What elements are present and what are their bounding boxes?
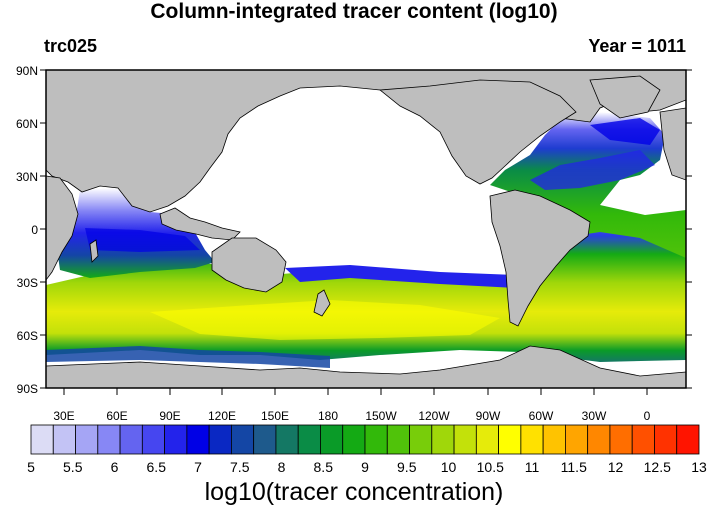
colorbar-box [75, 424, 99, 455]
north-america-land [378, 79, 577, 185]
colorbar-box [409, 424, 433, 455]
colorbar-box [30, 424, 54, 455]
colorbar-tick-label: 7.5 [230, 459, 250, 475]
antarctic-coastal-band [46, 346, 330, 368]
lat-labels: 90N 60N 30N 0 30S 60S 90S [16, 64, 38, 396]
lat-label: 60N [16, 117, 38, 131]
colorbar-title: log10(tracer concentration) [204, 478, 504, 506]
lon-label: 0 [644, 409, 651, 423]
colorbar-box [676, 424, 700, 455]
colorbar-tick-label: 6 [111, 459, 119, 475]
colorbar-labels: 5 5.5 6 6.5 7 7.5 8 8.5 9 9.5 10 10.5 11 11.5 12 12.5 13 [27, 459, 707, 475]
lon-labels: 30E 60E 90E 120E 150E 180 150W 120W 90W … [53, 409, 650, 423]
colorbar-box [475, 424, 500, 455]
lon-label: 60W [529, 409, 554, 423]
map-panel [46, 70, 686, 388]
lat-label: 90N [16, 64, 38, 78]
new-zealand-land [313, 289, 331, 317]
colorbar-tick-label: 6.5 [147, 459, 167, 475]
map-title: Column-integrated tracer content (log10) [150, 0, 558, 23]
lat-ticks [40, 69, 692, 389]
lon-ticks [63, 388, 648, 395]
southern-ocean-yellow-core [150, 300, 500, 340]
australia-land [211, 237, 287, 293]
africa-land [46, 175, 79, 281]
colorbar-box [119, 424, 143, 455]
maritime-continent-land [159, 207, 241, 241]
europe-land [659, 107, 686, 181]
lon-label: 120E [208, 409, 236, 423]
indian-ocean-deep-blue [85, 228, 200, 252]
colorbar-tick-label: 12 [608, 459, 624, 475]
year-label: Year = 1011 [588, 36, 686, 56]
lat-label: 30S [17, 276, 38, 290]
lon-label: 30E [53, 409, 74, 423]
colorbar-tick-label: 8.5 [314, 459, 334, 475]
colorbar-tick-label: 5.5 [63, 459, 83, 475]
colorbar-box [208, 424, 232, 455]
colorbar-tick-label: 13 [691, 459, 707, 475]
colorbar-box [386, 424, 410, 455]
colorbar-box [453, 424, 477, 455]
colorbar-box [164, 424, 188, 455]
colorbar-tick-label: 10 [441, 459, 457, 475]
colorbar-box [320, 424, 344, 455]
lat-label: 0 [31, 223, 38, 237]
greenland-land [589, 75, 661, 119]
land-masses [46, 70, 686, 388]
colorbar-tick-label: 9.5 [397, 459, 417, 475]
lon-label: 30W [582, 409, 607, 423]
colorbar-box [230, 424, 255, 455]
colorbar-box [520, 424, 544, 455]
colorbar-tick-label: 11 [525, 459, 540, 475]
colorbar-box [364, 424, 388, 455]
lat-label: 60S [17, 329, 38, 343]
lat-label: 90S [17, 382, 38, 396]
colorbar-box [498, 424, 522, 455]
colorbar-tick-label: 11.5 [561, 459, 587, 475]
colorbar-tick-label: 12.5 [644, 459, 671, 475]
colorbar-box [52, 424, 76, 455]
lon-label: 150W [365, 409, 397, 423]
antarctica-land [46, 345, 686, 388]
tracer-name-label: trc025 [44, 36, 98, 56]
colorbar-box [97, 424, 121, 455]
colorbar-box [275, 424, 299, 455]
lon-label: 120W [418, 409, 450, 423]
colorbar-box [587, 424, 611, 455]
lat-label: 30N [16, 170, 38, 184]
labrador-sea-blue [590, 118, 660, 145]
colorbar-tick-label: 9 [361, 459, 369, 475]
colorbar-tick-label: 5 [27, 459, 35, 475]
colorbar-box [631, 424, 655, 455]
colorbar-box [141, 424, 165, 455]
colorbar-box [431, 424, 455, 455]
colorbar-tick-label: 7 [194, 459, 202, 475]
north-atlantic-blue-gyre [530, 150, 655, 190]
south-pacific-blue-rim [285, 265, 515, 288]
lon-label: 90W [476, 409, 501, 423]
colorbar-box [342, 424, 366, 455]
lon-label: 180 [318, 409, 338, 423]
madagascar-land [89, 239, 99, 263]
colorbar-box [565, 424, 589, 455]
lon-label: 60E [106, 409, 127, 423]
colorbar-tick-label: 8 [278, 459, 286, 475]
colorbar-box [253, 424, 277, 455]
colorbar-tick-label: 10.5 [477, 459, 504, 475]
colorbar-box [297, 424, 321, 455]
colorbar-box [186, 424, 210, 455]
lon-label: 90E [159, 409, 180, 423]
colorbar-box [542, 424, 566, 455]
colorbar-box [609, 424, 633, 455]
south-america-land [489, 189, 591, 327]
colorbar-box [654, 424, 678, 455]
lon-label: 150E [261, 409, 289, 423]
colorbar [30, 424, 700, 455]
